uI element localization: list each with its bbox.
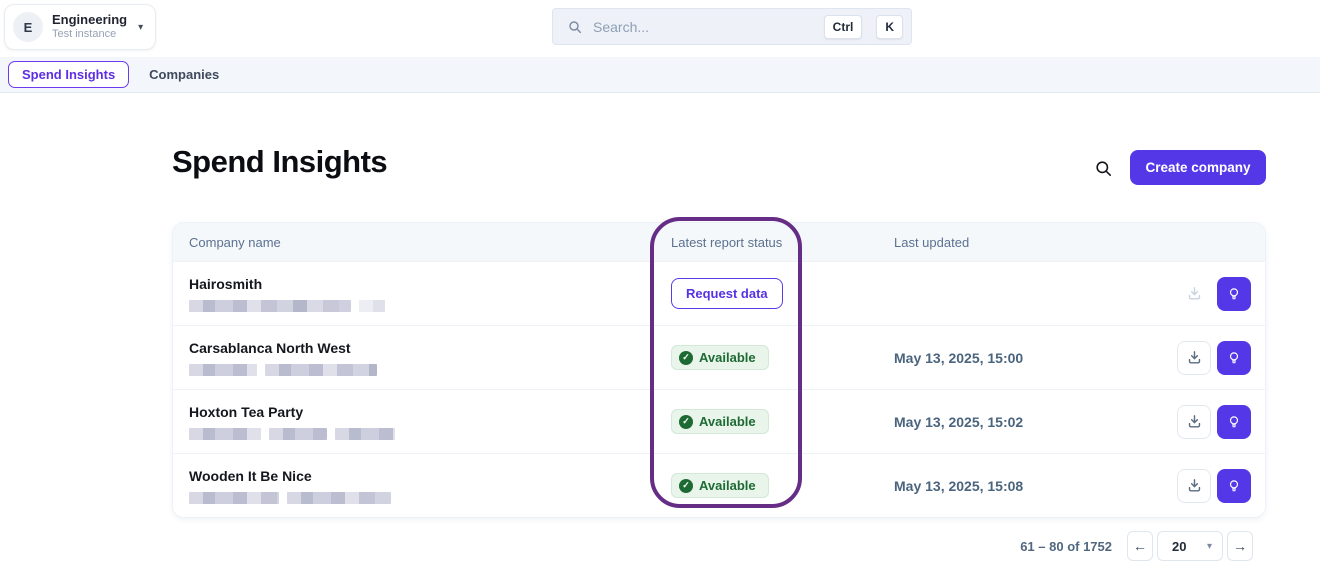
column-header-last-updated: Last updated <box>894 234 970 250</box>
request-data-button[interactable]: Request data <box>671 278 783 309</box>
redacted-subtitle <box>189 299 671 312</box>
last-updated: May 13, 2025, 15:08 <box>894 477 1024 494</box>
status-badge: ✓ Available <box>671 473 769 498</box>
tab-spend-insights[interactable]: Spend Insights <box>8 61 130 88</box>
status-label: Available <box>699 350 756 365</box>
chevron-down-icon: ▾ <box>138 21 144 33</box>
arrow-right-icon: → <box>1233 538 1247 554</box>
tab-companies[interactable]: Companies <box>149 67 220 82</box>
last-updated: May 13, 2025, 15:02 <box>894 413 1024 430</box>
page-title: Spend Insights <box>172 144 388 179</box>
redacted-subtitle <box>189 363 671 376</box>
kbd-ctrl: Ctrl <box>823 14 863 39</box>
company-name: Carsablanca North West <box>189 339 351 356</box>
lightbulb-icon <box>1229 479 1239 491</box>
search-icon <box>569 20 582 33</box>
status-badge: ✓ Available <box>671 345 769 370</box>
pagination: 61 – 80 of 1752 ← 20 ▾ → <box>1020 531 1253 561</box>
create-company-button[interactable]: Create company <box>1130 150 1266 185</box>
global-search-bar[interactable]: Ctrl K <box>552 8 912 45</box>
previous-page-button[interactable]: ← <box>1127 531 1153 561</box>
company-name: Hairosmith <box>189 275 263 292</box>
arrow-left-icon: ← <box>1133 538 1147 554</box>
last-updated: May 13, 2025, 15:00 <box>894 349 1024 366</box>
table-row[interactable]: Wooden It Be Nice ✓ Available May 13, 20… <box>173 453 1265 517</box>
page-size-select[interactable]: 20 ▾ <box>1157 531 1223 561</box>
instance-switcher[interactable]: E Engineering Test instance ▾ <box>4 4 157 50</box>
table-header-row: Company name Latest report status Last u… <box>173 223 1265 261</box>
table-search-button[interactable] <box>1090 155 1116 181</box>
instance-name: Engineering <box>52 12 128 27</box>
redacted-subtitle <box>189 491 671 504</box>
insights-button[interactable] <box>1217 468 1251 503</box>
chevron-down-icon: ▾ <box>1206 540 1212 552</box>
avatar: E <box>13 12 43 42</box>
lightbulb-icon <box>1229 287 1239 299</box>
download-icon <box>1188 479 1200 492</box>
download-button <box>1177 277 1211 311</box>
table-row[interactable]: Carsablanca North West ✓ Available May 1… <box>173 325 1265 389</box>
page-size-value: 20 <box>1172 538 1187 554</box>
kbd-k: K <box>876 14 903 39</box>
download-button[interactable] <box>1177 404 1211 439</box>
download-icon <box>1188 415 1200 428</box>
insights-button[interactable] <box>1217 404 1251 439</box>
column-header-latest-report-status: Latest report status <box>671 234 783 250</box>
lightbulb-icon <box>1229 415 1239 427</box>
download-button[interactable] <box>1177 468 1211 503</box>
redacted-subtitle <box>189 427 671 440</box>
download-button[interactable] <box>1177 340 1211 375</box>
check-circle-icon: ✓ <box>679 478 693 493</box>
status-label: Available <box>699 414 756 429</box>
tab-bar: Spend Insights Companies <box>0 57 1320 93</box>
company-name: Hoxton Tea Party <box>189 403 304 420</box>
instance-subtitle: Test instance <box>52 28 117 41</box>
check-circle-icon: ✓ <box>679 350 693 365</box>
insights-button[interactable] <box>1217 340 1251 375</box>
search-icon <box>1095 160 1111 176</box>
company-name: Wooden It Be Nice <box>189 467 312 484</box>
insights-button[interactable] <box>1217 276 1251 311</box>
table-row[interactable]: Hoxton Tea Party ✓ Available May 13, 202… <box>173 389 1265 453</box>
status-label: Available <box>699 478 756 493</box>
search-input[interactable] <box>593 18 810 35</box>
pagination-range: 61 – 80 of 1752 <box>1020 538 1112 554</box>
table-row[interactable]: Hairosmith Request data <box>173 261 1265 325</box>
status-badge: ✓ Available <box>671 409 769 434</box>
check-circle-icon: ✓ <box>679 414 693 429</box>
download-icon <box>1188 287 1200 300</box>
next-page-button[interactable]: → <box>1227 531 1253 561</box>
lightbulb-icon <box>1229 351 1239 363</box>
download-icon <box>1188 351 1200 364</box>
column-header-company-name: Company name <box>189 234 281 250</box>
companies-table: Company name Latest report status Last u… <box>172 222 1266 518</box>
